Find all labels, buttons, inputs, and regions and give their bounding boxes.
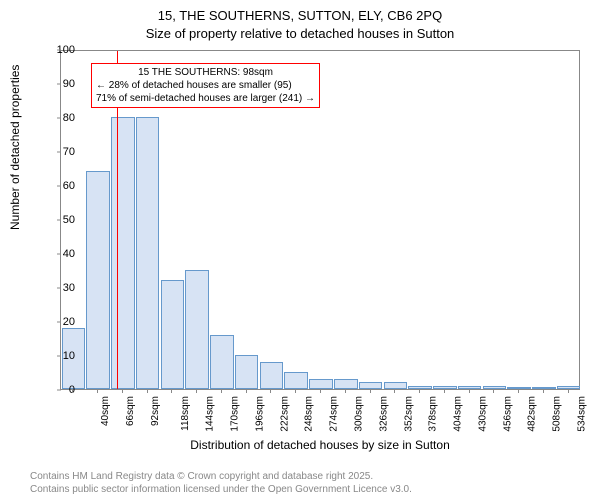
footer-line2: Contains public sector information licen…: [30, 483, 412, 496]
x-tick-label: 40sqm: [100, 396, 111, 426]
chart-title-line1: 15, THE SOUTHERNS, SUTTON, ELY, CB6 2PQ: [0, 8, 600, 23]
chart-title-line2: Size of property relative to detached ho…: [0, 26, 600, 41]
x-tick-mark: [221, 389, 222, 393]
x-tick-mark: [320, 389, 321, 393]
histogram-bar: [359, 382, 383, 389]
x-tick-mark: [568, 389, 569, 393]
x-tick-mark: [543, 389, 544, 393]
histogram-bar: [86, 171, 110, 389]
x-tick-mark: [72, 389, 73, 393]
x-tick-mark: [122, 389, 123, 393]
annotation-box: 15 THE SOUTHERNS: 98sqm← 28% of detached…: [91, 63, 320, 108]
y-tick-mark: [57, 186, 61, 187]
x-tick-mark: [270, 389, 271, 393]
y-tick-label: 10: [63, 350, 75, 362]
x-tick-label: 456sqm: [502, 396, 513, 432]
y-tick-label: 50: [63, 214, 75, 226]
chart-container: 15, THE SOUTHERNS, SUTTON, ELY, CB6 2PQ …: [0, 0, 600, 500]
footer-line1: Contains HM Land Registry data © Crown c…: [30, 470, 412, 483]
y-tick-mark: [57, 84, 61, 85]
x-tick-label: 196sqm: [255, 396, 266, 432]
x-tick-label: 222sqm: [279, 396, 290, 432]
y-tick-label: 30: [63, 282, 75, 294]
x-axis-label: Distribution of detached houses by size …: [60, 438, 580, 452]
x-tick-label: 274sqm: [329, 396, 340, 432]
x-tick-mark: [518, 389, 519, 393]
y-tick-mark: [57, 220, 61, 221]
x-tick-mark: [419, 389, 420, 393]
x-tick-mark: [147, 389, 148, 393]
histogram-bar: [260, 362, 284, 389]
x-tick-label: 300sqm: [354, 396, 365, 432]
histogram-bar: [334, 379, 358, 389]
y-axis-label: Number of detached properties: [8, 65, 22, 230]
histogram-bar: [161, 280, 185, 389]
x-tick-label: 482sqm: [527, 396, 538, 432]
y-tick-mark: [57, 152, 61, 153]
x-tick-mark: [444, 389, 445, 393]
x-tick-label: 144sqm: [205, 396, 216, 432]
x-tick-label: 248sqm: [304, 396, 315, 432]
x-tick-mark: [345, 389, 346, 393]
x-tick-mark: [493, 389, 494, 393]
footer-attribution: Contains HM Land Registry data © Crown c…: [30, 470, 412, 496]
annotation-line: ← 28% of detached houses are smaller (95…: [96, 79, 315, 92]
x-tick-label: 170sqm: [230, 396, 241, 432]
x-tick-mark: [171, 389, 172, 393]
y-tick-label: 80: [63, 112, 75, 124]
x-tick-mark: [246, 389, 247, 393]
x-tick-mark: [469, 389, 470, 393]
y-tick-mark: [57, 254, 61, 255]
y-tick-label: 60: [63, 180, 75, 192]
histogram-bar: [210, 335, 234, 389]
x-tick-label: 534sqm: [576, 396, 587, 432]
y-tick-label: 20: [63, 316, 75, 328]
x-tick-label: 326sqm: [378, 396, 389, 432]
plot-area: 15 THE SOUTHERNS: 98sqm← 28% of detached…: [60, 50, 580, 390]
y-tick-label: 40: [63, 248, 75, 260]
x-tick-label: 118sqm: [180, 396, 191, 431]
x-tick-label: 92sqm: [150, 396, 161, 426]
x-tick-label: 378sqm: [428, 396, 439, 432]
annotation-line: 71% of semi-detached houses are larger (…: [96, 92, 315, 105]
histogram-bar: [384, 382, 408, 389]
y-tick-mark: [57, 50, 61, 51]
y-tick-label: 90: [63, 78, 75, 90]
x-tick-label: 508sqm: [552, 396, 563, 432]
histogram-bar: [309, 379, 333, 389]
histogram-bar: [111, 117, 135, 389]
y-tick-mark: [57, 118, 61, 119]
x-tick-mark: [370, 389, 371, 393]
x-tick-label: 430sqm: [477, 396, 488, 432]
histogram-bar: [235, 355, 259, 389]
x-tick-label: 66sqm: [125, 396, 136, 426]
x-tick-mark: [97, 389, 98, 393]
y-tick-label: 70: [63, 146, 75, 158]
y-tick-mark: [57, 288, 61, 289]
histogram-bar: [136, 117, 160, 389]
y-tick-mark: [57, 322, 61, 323]
histogram-bar: [532, 387, 556, 389]
histogram-bar: [185, 270, 209, 389]
annotation-line: 15 THE SOUTHERNS: 98sqm: [96, 66, 315, 79]
x-tick-label: 404sqm: [453, 396, 464, 432]
x-tick-mark: [394, 389, 395, 393]
y-tick-mark: [57, 390, 61, 391]
histogram-bar: [433, 386, 457, 389]
y-tick-mark: [57, 356, 61, 357]
histogram-bar: [284, 372, 308, 389]
x-tick-mark: [295, 389, 296, 393]
x-tick-label: 352sqm: [403, 396, 414, 432]
x-tick-mark: [196, 389, 197, 393]
